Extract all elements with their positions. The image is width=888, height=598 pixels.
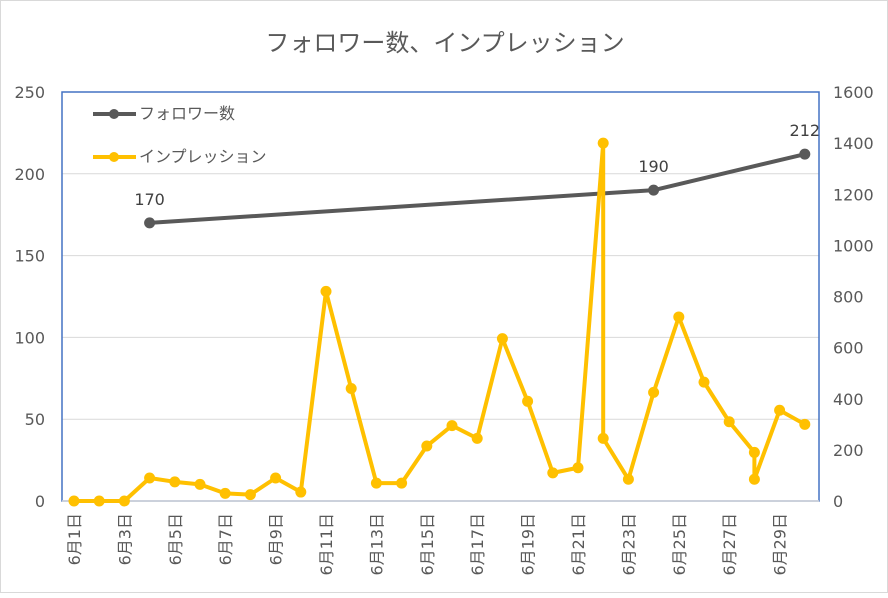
impressions-point (345, 383, 357, 395)
y-left-tick-label: 100 (14, 328, 45, 347)
x-tick-label: 6月3日 (115, 513, 134, 565)
followers-point (144, 217, 156, 229)
impressions-point (799, 418, 811, 430)
impressions-point (698, 376, 710, 388)
impressions-point (723, 416, 735, 428)
impressions-point (597, 137, 609, 149)
impressions-point (144, 472, 156, 484)
impressions-point (320, 285, 332, 297)
impressions-point (774, 404, 786, 416)
y-right-tick-label: 1200 (833, 185, 874, 204)
impressions-point (496, 333, 508, 345)
followers-point (799, 148, 811, 160)
x-tick-label: 6月9日 (267, 513, 286, 565)
legend-marker-impressions (109, 152, 119, 162)
x-tick-label: 6月25日 (670, 513, 689, 576)
impressions-point (244, 489, 256, 501)
impressions-point (169, 476, 181, 488)
y-right-tick-label: 800 (833, 288, 864, 307)
impressions-point (219, 487, 231, 499)
followers-data-label: 190 (638, 157, 669, 176)
impressions-point (648, 386, 660, 398)
impressions-point (194, 478, 206, 490)
y-left-tick-label: 200 (14, 165, 45, 184)
x-tick-label: 6月13日 (367, 513, 386, 576)
x-tick-label: 6月11日 (317, 513, 336, 576)
impressions-point (396, 477, 408, 489)
legend: フォロワー数 インプレッション (93, 104, 267, 166)
impressions-point (547, 467, 559, 479)
x-tick-label: 6月21日 (569, 513, 588, 576)
x-tick-label: 6月5日 (166, 513, 185, 565)
y-right-tick-label: 1000 (833, 236, 874, 255)
x-tick-label: 6月19日 (519, 513, 538, 576)
followers-point (648, 184, 660, 196)
followers-data-label: 170 (134, 190, 165, 209)
impressions-point (118, 495, 130, 507)
y-right-tick-label: 1600 (833, 83, 874, 102)
impressions-point (597, 432, 609, 444)
y-right-tick-label: 1400 (833, 134, 874, 153)
impressions-point (295, 486, 307, 498)
impressions-point (522, 395, 534, 407)
impressions-point (622, 473, 634, 485)
x-tick-label: 6月15日 (418, 513, 437, 576)
followers-data-label: 212 (790, 121, 821, 140)
legend-label-followers: フォロワー数 (139, 104, 235, 123)
x-tick-label: 6月23日 (619, 513, 638, 576)
y-left-tick-label: 150 (14, 247, 45, 266)
impressions-point (446, 420, 458, 432)
y-left-tick-label: 0 (35, 492, 45, 511)
impressions-line (74, 141, 806, 503)
y-right-tick-label: 400 (833, 390, 864, 409)
x-tick-label: 6月7日 (216, 513, 235, 565)
chart-title: フォロワー数、インプレッション (265, 29, 624, 57)
impressions-point (93, 495, 105, 507)
impressions-point (673, 311, 685, 323)
y-left-tick-label: 250 (14, 83, 45, 102)
impressions-point (748, 446, 760, 458)
impressions-point (270, 472, 282, 484)
x-tick-label: 6月17日 (468, 513, 487, 576)
impressions-point (421, 440, 433, 452)
y-right-tick-label: 200 (833, 441, 864, 460)
x-tick-label: 6月1日 (65, 513, 84, 565)
impressions-point (748, 473, 760, 485)
legend-marker-followers (109, 109, 119, 119)
legend-label-impressions: インプレッション (139, 147, 267, 166)
y-left-tick-label: 50 (25, 410, 45, 429)
x-tick-label: 6月29日 (771, 513, 790, 576)
x-tick-label: 6月27日 (720, 513, 739, 576)
y-right-tick-label: 0 (833, 492, 843, 511)
impressions-point (572, 462, 584, 474)
impressions-point (68, 495, 80, 507)
impressions-point (471, 432, 483, 444)
impressions-point (370, 477, 382, 489)
y-right-tick-label: 600 (833, 339, 864, 358)
